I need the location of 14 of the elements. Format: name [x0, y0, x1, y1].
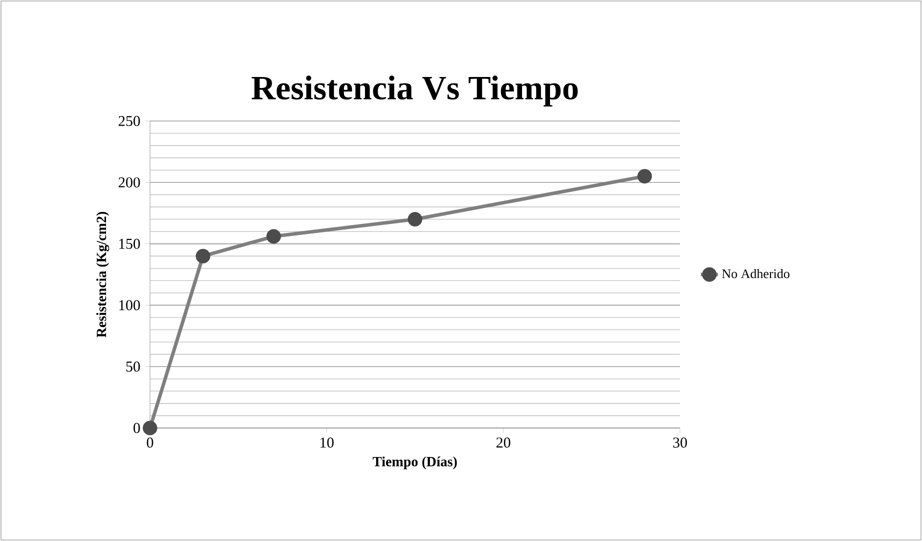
y-tick-label: 150 [119, 238, 140, 249]
legend-label: No Adherido [722, 269, 790, 278]
y-tick-label: 100 [119, 300, 140, 310]
y-tick-label: 250 [118, 116, 140, 126]
x-tick-label: 20 [496, 438, 510, 448]
chart-title: Resistencia Vs Tiempo [252, 76, 578, 106]
x-tick-label: 30 [673, 438, 687, 448]
x-tick-label: 0 [146, 438, 154, 448]
y-tick-label: 200 [118, 177, 140, 188]
x-axis-title: Tiempo (Días) [372, 456, 457, 470]
y-axis-title: Resistencia (Kg/cm2) [96, 212, 110, 338]
y-tick-label: 0 [134, 422, 140, 434]
x-tick-label: 10 [320, 438, 334, 448]
y-tick-label: 50 [126, 362, 140, 372]
